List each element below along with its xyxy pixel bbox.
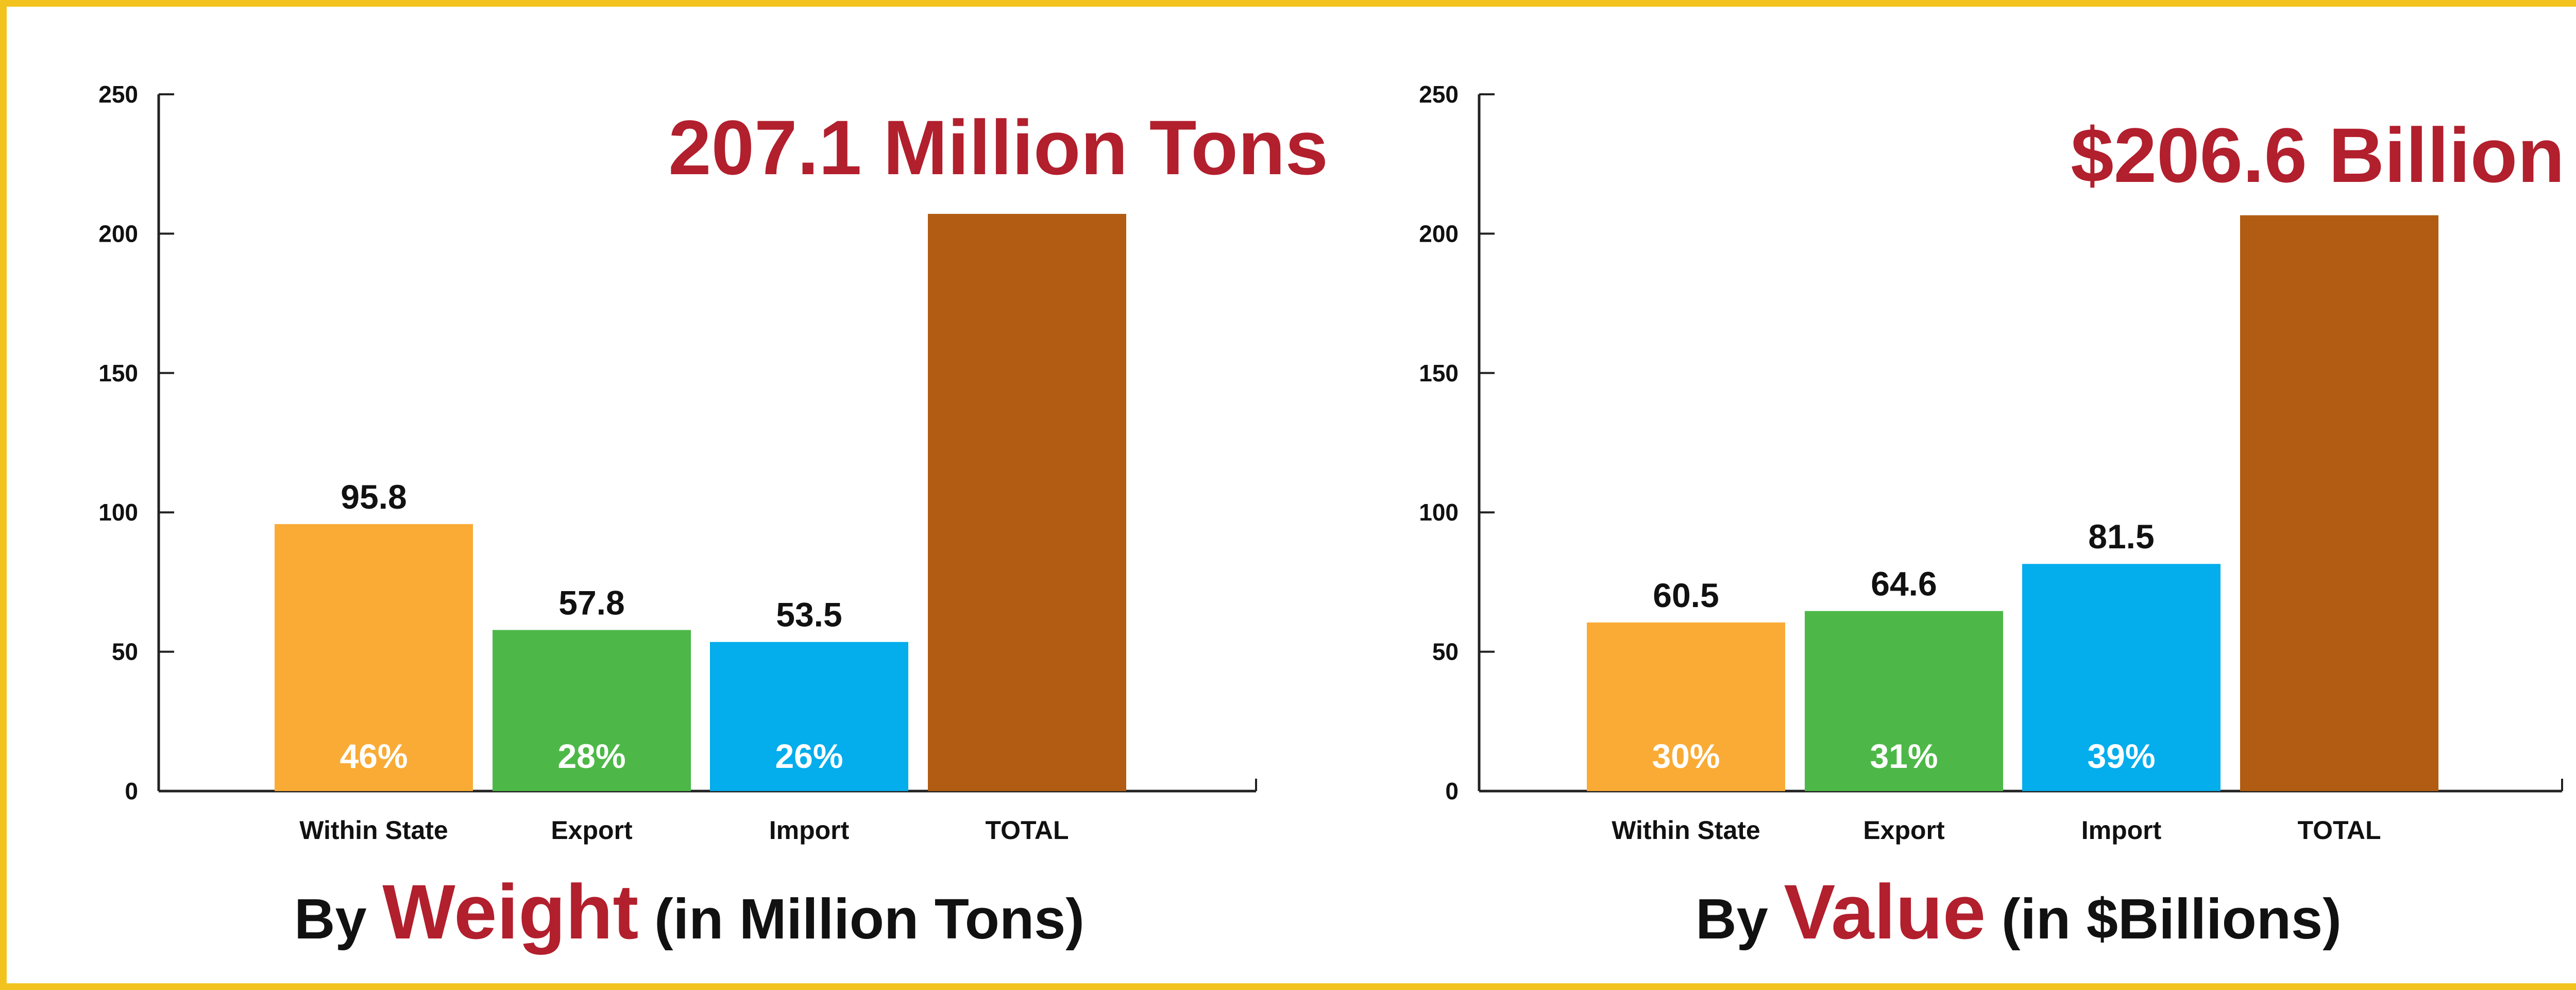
title-highlight: Weight — [382, 868, 638, 955]
bar-export — [1805, 611, 2003, 791]
bar-within-state — [275, 524, 473, 791]
total-annotation: 207.1 Million Tons — [668, 104, 1328, 191]
bar-export — [493, 630, 691, 791]
chart-title: By Weight (in Million Tons) — [294, 868, 1084, 955]
title-prefix: By — [1696, 887, 1784, 951]
category-label-import: Import — [2081, 816, 2162, 845]
y-tick-label: 100 — [1419, 499, 1459, 526]
chart-title: By Value (in $Billions) — [1696, 868, 2342, 955]
category-label-total: TOTAL — [2297, 816, 2381, 845]
y-tick-label: 0 — [1445, 778, 1459, 804]
value-chart: 0 50 100 150 200 250 60.5 30% Within State 64.6 31… — [1419, 81, 2565, 955]
title-highlight: Value — [1784, 868, 1986, 955]
total-annotation: $206.6 Billion — [2071, 112, 2565, 198]
weight-chart: 0 50 100 150 200 250 95.8 46% Within State 57.8 28… — [98, 81, 1328, 955]
y-tick-label: 50 — [112, 639, 138, 665]
y-tick-label: 150 — [1419, 360, 1459, 387]
percent-label-import: 26% — [775, 737, 843, 775]
y-tick-label: 250 — [98, 81, 138, 108]
category-label-within-state: Within State — [1612, 816, 1760, 845]
percent-label-within-state: 46% — [340, 737, 408, 775]
y-tick-label: 100 — [98, 499, 138, 526]
title-suffix: (in $Billions) — [1986, 887, 2342, 951]
y-tick-label: 200 — [98, 220, 138, 247]
bar-within-state — [1587, 622, 1785, 791]
category-label-import: Import — [769, 816, 850, 845]
bar-total — [2240, 215, 2438, 791]
bar-total — [928, 214, 1126, 792]
category-label-export: Export — [551, 816, 633, 845]
value-label-within-state: 95.8 — [341, 478, 406, 516]
y-tick-label: 200 — [1419, 220, 1459, 247]
percent-label-export: 28% — [557, 737, 625, 775]
y-tick-label: 50 — [1432, 639, 1459, 665]
category-label-total: TOTAL — [985, 816, 1069, 845]
percent-label-export: 31% — [1870, 737, 1938, 775]
percent-label-within-state: 30% — [1652, 737, 1720, 775]
y-tick-label: 250 — [1419, 81, 1459, 108]
title-prefix: By — [294, 887, 382, 951]
value-label-import: 81.5 — [2088, 517, 2154, 556]
charts-svg: 0 50 100 150 200 250 95.8 46% Within State 57.8 28… — [98, 81, 2565, 955]
value-label-import: 53.5 — [776, 596, 842, 634]
y-tick-label: 150 — [98, 360, 138, 387]
category-label-within-state: Within State — [299, 816, 448, 845]
title-suffix: (in Million Tons) — [638, 887, 1084, 951]
percent-label-import: 39% — [2087, 737, 2155, 775]
chart-frame: 0 50 100 150 200 250 95.8 46% Within State 57.8 28… — [7, 7, 2576, 983]
value-label-export: 64.6 — [1871, 565, 1937, 603]
value-label-export: 57.8 — [558, 583, 624, 622]
category-label-export: Export — [1863, 816, 1945, 845]
y-tick-label: 0 — [125, 778, 138, 804]
bar-import — [710, 642, 908, 791]
value-label-within-state: 60.5 — [1653, 576, 1719, 614]
bar-import — [2022, 564, 2221, 791]
